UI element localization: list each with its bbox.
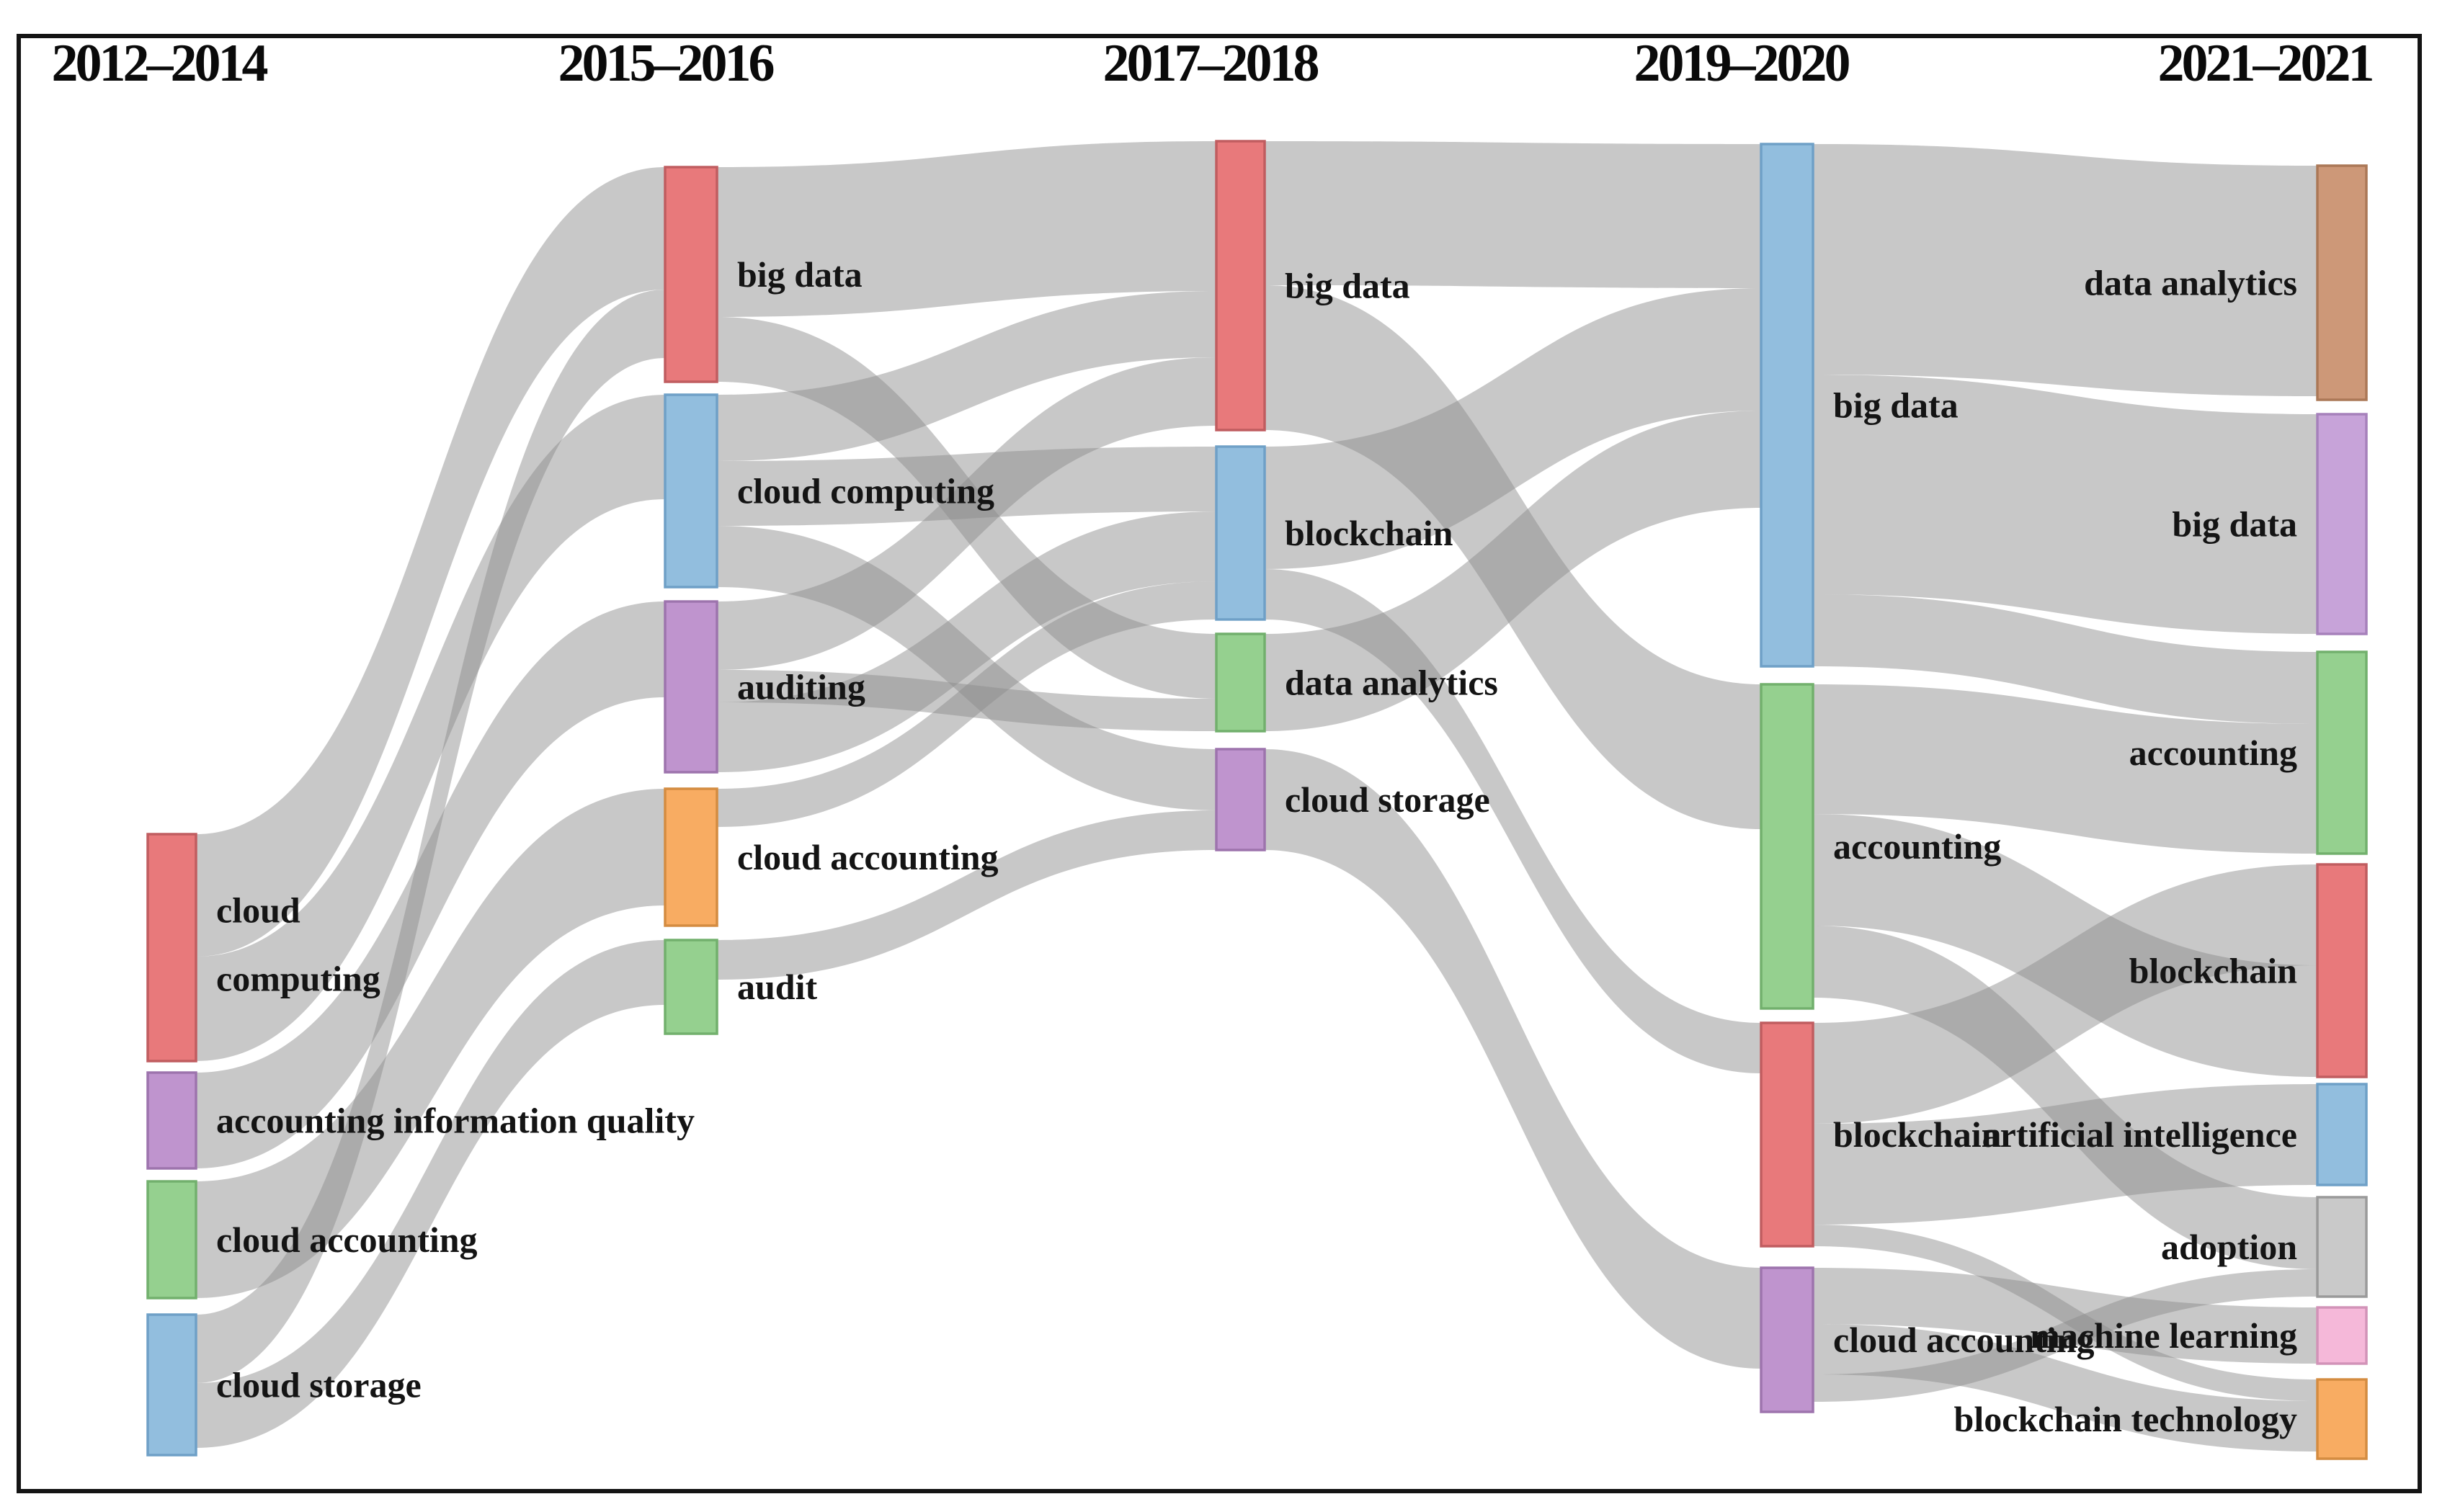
- node-label-c5-artificial-intelligence: artificial intelligence: [1982, 1114, 2297, 1155]
- node-label-c2-audit: audit: [737, 967, 818, 1007]
- node-label-c3-blockchain: blockchain: [1285, 513, 1453, 553]
- period-header-2: 2015–2016: [558, 34, 774, 93]
- flow-c4-big-data--c5-big-data: [1813, 375, 2317, 634]
- flow-c4-cloud-accounting--c5-adoption: [1813, 1269, 2317, 1402]
- node-label-c1-cloud-accounting: cloud accounting: [216, 1220, 478, 1260]
- sankey-node-c5-big-data: [2316, 413, 2368, 635]
- sankey-node-c5-accounting: [2316, 650, 2368, 855]
- flow-c1-cloud-computing--c2-big-data: [196, 167, 665, 957]
- flow-c1-cloud-storage--c2-audit: [196, 940, 665, 1448]
- node-label-c2-cloud-computing: cloud computing: [737, 471, 994, 511]
- flow-c3-blockchain--c4-big-data: [1265, 288, 1761, 569]
- sankey-node-c2-big-data: [664, 166, 718, 383]
- node-label-c4-blockchain: blockchain: [1833, 1114, 2002, 1155]
- flow-c3-blockchain--c4-blockchain: [1265, 569, 1761, 1073]
- sankey-node-c5-blockchain-technology: [2316, 1378, 2368, 1460]
- node-label-c4-big-data: big data: [1833, 385, 1959, 426]
- sankey-node-c4-accounting: [1760, 683, 1814, 1010]
- node-label-c3-cloud-storage: cloud storage: [1285, 779, 1490, 820]
- sankey-node-c3-big-data: [1215, 140, 1266, 431]
- node-label-c3-big-data: big data: [1285, 266, 1410, 306]
- flow-c2-cloud-accounting--c3-blockchain: [717, 581, 1216, 827]
- period-header-5: 2021–2021: [2158, 34, 2373, 93]
- sankey-node-c5-data-analytics: [2316, 164, 2368, 401]
- flow-c4-accounting--c5-blockchain: [1813, 814, 2317, 1077]
- sankey-node-c3-blockchain: [1215, 445, 1266, 621]
- flow-c2-auditing--c3-blockchain: [717, 511, 1216, 772]
- flow-c2-big-data--c3-data-analytics: [717, 317, 1216, 699]
- flow-c4-accounting--c5-adoption: [1813, 926, 2317, 1269]
- flow-c2-auditing--c3-big-data: [717, 357, 1216, 670]
- sankey-node-c1-cloud-accounting: [146, 1180, 197, 1299]
- period-header-4: 2019–2020: [1634, 34, 1850, 93]
- node-label-c4-accounting: accounting: [1833, 826, 2001, 867]
- node-label-c2-auditing: auditing: [737, 667, 865, 707]
- flow-c4-cloud-accounting--c5-machine-learning: [1813, 1268, 2317, 1364]
- sankey-node-c5-artificial-intelligence: [2316, 1083, 2368, 1186]
- figure-border: [17, 34, 2422, 1493]
- node-label-c5-blockchain-technology: blockchain technology: [1954, 1399, 2297, 1439]
- node-label-c5-blockchain: blockchain: [2129, 951, 2298, 991]
- sankey-node-c5-blockchain: [2316, 863, 2368, 1078]
- flow-c4-blockchain--c5-artificial-intelligence: [1813, 1084, 2317, 1225]
- sankey-node-c4-big-data: [1760, 143, 1814, 668]
- flow-c2-cloud-computing--c3-blockchain: [717, 447, 1216, 526]
- flow-c4-accounting--c5-accounting: [1813, 684, 2317, 854]
- sankey-links: [196, 141, 2317, 1451]
- flow-c2-big-data--c3-big-data: [717, 141, 1216, 317]
- sankey-nodes: [146, 140, 2368, 1460]
- node-label-c2-big-data: big data: [737, 254, 863, 295]
- node-label-c1-accounting-information-quality: accounting information quality: [216, 1101, 695, 1141]
- flow-c3-cloud-storage--c4-cloud-accounting: [1265, 749, 1761, 1369]
- node-label-c5-big-data: big data: [2172, 504, 2297, 545]
- period-header-1: 2012–2014: [52, 34, 268, 93]
- sankey-node-labels: cloud computing accounting information qua…: [216, 254, 2297, 1439]
- flow-c2-cloud-computing--c3-cloud-storage: [717, 526, 1216, 810]
- node-label-c2-cloud-accounting: cloud accounting: [737, 837, 999, 877]
- node-label-c5-adoption: adoption: [2161, 1227, 2297, 1267]
- flow-c4-blockchain--c5-blockchain-technology: [1813, 1225, 2317, 1401]
- flow-c2-audit--c3-cloud-storage: [717, 810, 1216, 980]
- flow-c2-cloud-computing--c3-big-data: [717, 291, 1216, 461]
- sankey-node-c5-adoption: [2316, 1196, 2368, 1298]
- sankey-node-c3-data-analytics: [1215, 632, 1266, 733]
- node-label-c1-cloud-computing: cloud computing: [216, 890, 380, 999]
- sankey-node-c2-cloud-computing: [664, 393, 718, 589]
- node-label-c5-accounting: accounting: [2129, 733, 2297, 773]
- flow-c1-accounting-information-quality--c2-auditing: [196, 601, 665, 1168]
- flow-c1-cloud-computing--c2-cloud-computing: [196, 395, 665, 1061]
- period-header-3: 2017–2018: [1103, 34, 1319, 93]
- node-label-c5-machine-learning: machine learning: [2030, 1315, 2297, 1356]
- flow-c3-data-analytics--c4-big-data: [1265, 411, 1761, 731]
- node-label-c5-data-analytics: data analytics: [2084, 263, 2297, 303]
- flow-c4-big-data--c5-accounting: [1813, 594, 2317, 724]
- flow-c2-auditing--c3-data-analytics: [717, 670, 1216, 731]
- sankey-node-c2-audit: [664, 939, 718, 1035]
- sankey-node-c3-cloud-storage: [1215, 748, 1266, 851]
- period-headers: 2012–2014 2015–2016 2017–2018 2019–2020 2021…: [52, 34, 2376, 93]
- sankey-node-c1-cloud-storage: [146, 1313, 197, 1457]
- sankey-node-c4-blockchain: [1760, 1021, 1814, 1248]
- flow-c1-cloud-accounting--c2-cloud-accounting: [196, 789, 665, 1298]
- node-label-c1-cloud-storage: cloud storage: [216, 1365, 422, 1405]
- sankey-node-c5-machine-learning: [2316, 1306, 2368, 1365]
- flow-c4-blockchain--c5-blockchain: [1813, 864, 2317, 1124]
- flow-c3-big-data--c4-big-data: [1265, 141, 1761, 288]
- sankey-node-c1-cloud-computing: [146, 833, 197, 1063]
- node-label-c4-cloud-accounting: cloud accounting: [1833, 1320, 2095, 1360]
- sankey-node-c2-cloud-accounting: [664, 787, 718, 927]
- flow-c1-cloud-storage--c2-big-data: [196, 290, 665, 1383]
- sankey-node-c1-accounting-information-quality: [146, 1071, 197, 1170]
- flow-c4-cloud-accounting--c5-blockchain-technology: [1813, 1324, 2317, 1451]
- flow-c3-big-data--c4-accounting: [1265, 285, 1761, 829]
- flow-c4-big-data--c5-data-analytics: [1813, 144, 2317, 396]
- node-label-c3-data-analytics: data analytics: [1285, 663, 1498, 703]
- sankey-node-c2-auditing: [664, 600, 718, 774]
- sankey-node-c4-cloud-accounting: [1760, 1266, 1814, 1413]
